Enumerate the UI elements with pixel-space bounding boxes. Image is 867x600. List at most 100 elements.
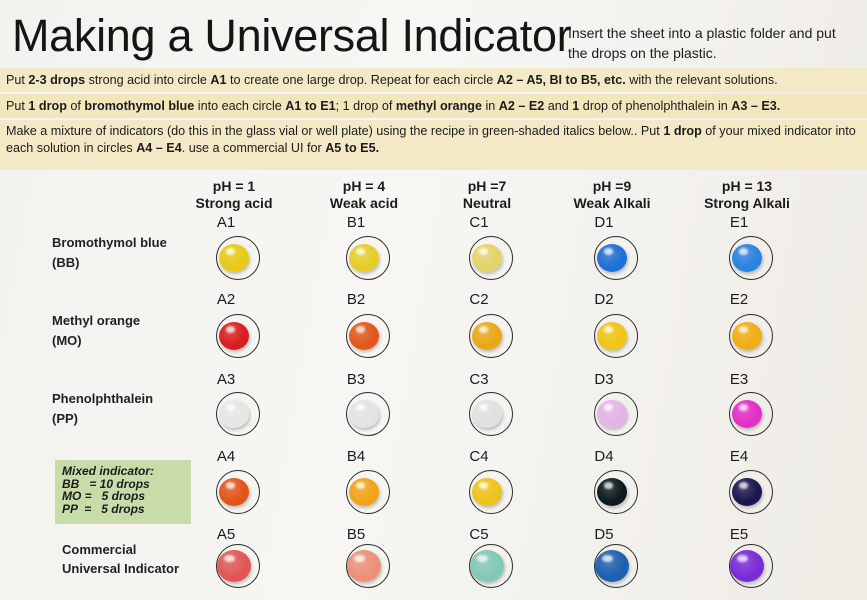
instruction-3-part-5: A5 to E5. — [325, 141, 380, 155]
cell-label-d1: D1 — [594, 214, 614, 231]
drop-e4 — [732, 478, 762, 506]
circle-d3 — [594, 392, 638, 436]
instruction-3-part-1: 1 drop — [663, 124, 702, 138]
instruction-2-part-13: A3 – E3. — [731, 99, 781, 113]
instruction-1-part-6: with the relevant solutions. — [625, 73, 778, 87]
drop-b1 — [349, 244, 379, 272]
column-ph: pH =9 — [592, 178, 632, 194]
circle-d4 — [594, 470, 638, 514]
cell-label-c5: C5 — [469, 526, 489, 543]
cell-label-d4: D4 — [594, 448, 614, 465]
drop-a4 — [219, 478, 249, 506]
circle-e2 — [729, 314, 773, 358]
drop-c1 — [472, 244, 502, 272]
column-header-1: pH = 1 Strong acid — [169, 178, 299, 212]
column-name: Strong Alkali — [704, 195, 790, 211]
drop-a2 — [219, 322, 249, 350]
circle-a3 — [216, 392, 260, 436]
cell-label-c3: C3 — [469, 371, 489, 388]
instruction-1-part-1: 2-3 drops — [28, 73, 86, 87]
circle-d1 — [594, 236, 638, 280]
instruction-note: Insert the sheet into a plastic folder a… — [568, 25, 836, 61]
cell-label-b1: B1 — [346, 214, 366, 231]
circle-c2 — [469, 314, 513, 358]
drop-e3 — [732, 400, 762, 428]
circle-e1 — [729, 236, 773, 280]
drop-a5 — [217, 550, 251, 582]
circle-a2 — [216, 314, 260, 358]
row-label-abbrev: Universal Indicator — [62, 561, 180, 576]
page-title: Making a Universal Indicator — [12, 10, 572, 61]
recipe-line-bb: BB = 10 drops — [62, 476, 150, 491]
column-ph: pH =7 — [467, 178, 507, 194]
row-label-abbrev: (MO) — [52, 333, 82, 348]
row-label-2: Methyl orange (MO) — [52, 311, 140, 350]
cell-label-d3: D3 — [594, 371, 614, 388]
instruction-3: Make a mixture of indicators (do this in… — [0, 120, 867, 170]
column-ph: pH = 1 — [212, 178, 256, 194]
circle-c1 — [469, 236, 513, 280]
instruction-1-part-4: to create one large drop. Repeat for eac… — [226, 73, 497, 87]
circle-b2 — [346, 314, 390, 358]
circle-b3 — [346, 392, 390, 436]
cell-label-a2: A2 — [216, 291, 236, 308]
instruction-3-part-3: A4 – E4 — [136, 141, 182, 155]
circle-b4 — [346, 470, 390, 514]
column-header-5: pH = 13 Strong Alkali — [682, 178, 812, 212]
cell-label-e2: E2 — [729, 291, 749, 308]
column-name: Weak acid — [329, 195, 399, 211]
column-header-3: pH =7 Neutral — [422, 178, 552, 212]
recipe-line-pp: PP = 5 drops — [62, 501, 145, 516]
instruction-2: Put 1 drop of bromothymol blue into each… — [0, 94, 867, 118]
instruction-2-part-1: 1 drop — [28, 99, 67, 113]
drop-c4 — [472, 478, 502, 506]
instruction-2-part-9: A2 – E2 — [498, 99, 545, 113]
instruction-2-part-6: ; 1 drop of — [335, 99, 396, 113]
cell-label-a3: A3 — [216, 371, 236, 388]
drop-a1 — [219, 244, 249, 272]
cell-label-a5: A5 — [216, 526, 236, 543]
drop-e2 — [732, 322, 762, 350]
circle-b1 — [346, 236, 390, 280]
instruction-2-part-10: and — [544, 99, 573, 113]
cell-label-b4: B4 — [346, 448, 366, 465]
row-label-name: Commercial — [62, 542, 137, 557]
circle-e4 — [729, 470, 773, 514]
instruction-1-part-3: A1 — [210, 73, 227, 87]
instruction-2-part-11: 1 — [572, 99, 580, 113]
column-ph: pH = 4 — [342, 178, 386, 194]
column-name: Strong acid — [195, 195, 273, 211]
cell-label-e1: E1 — [729, 214, 749, 231]
row-label-abbrev: (BB) — [52, 255, 80, 270]
drop-d4 — [597, 478, 627, 506]
row-label-1: Bromothymol blue (BB) — [52, 233, 167, 272]
drop-b5 — [347, 550, 381, 582]
cell-label-e4: E4 — [729, 448, 749, 465]
cell-label-b2: B2 — [346, 291, 366, 308]
cell-label-d2: D2 — [594, 291, 614, 308]
instruction-2-part-3: bromothymol blue — [84, 99, 195, 113]
cell-label-d5: D5 — [594, 526, 614, 543]
column-header-4: pH =9 Weak Alkali — [547, 178, 677, 212]
drop-d1 — [597, 244, 627, 272]
drop-c3 — [472, 400, 502, 428]
circle-a4 — [216, 470, 260, 514]
column-name: Neutral — [462, 195, 512, 211]
drop-b3 — [349, 400, 379, 428]
drop-b4 — [349, 478, 379, 506]
circle-c3 — [469, 392, 513, 436]
cell-label-a4: A4 — [216, 448, 236, 465]
circle-e3 — [729, 392, 773, 436]
drop-d5 — [595, 550, 629, 582]
drop-e1 — [732, 244, 762, 272]
drop-d2 — [597, 322, 627, 350]
cell-label-e3: E3 — [729, 371, 749, 388]
instruction-2-part-2: of — [66, 99, 85, 113]
column-name: Weak Alkali — [573, 195, 651, 211]
row-label-name: Bromothymol blue — [52, 235, 167, 250]
drop-c5 — [470, 550, 504, 582]
mixed-indicator-recipe: Mixed indicator: BB = 10 drops MO = 5 dr… — [55, 460, 191, 524]
cell-label-e5: E5 — [729, 526, 749, 543]
column-header-2: pH = 4 Weak acid — [299, 178, 429, 212]
instruction-2-part-0: Put — [6, 99, 29, 113]
